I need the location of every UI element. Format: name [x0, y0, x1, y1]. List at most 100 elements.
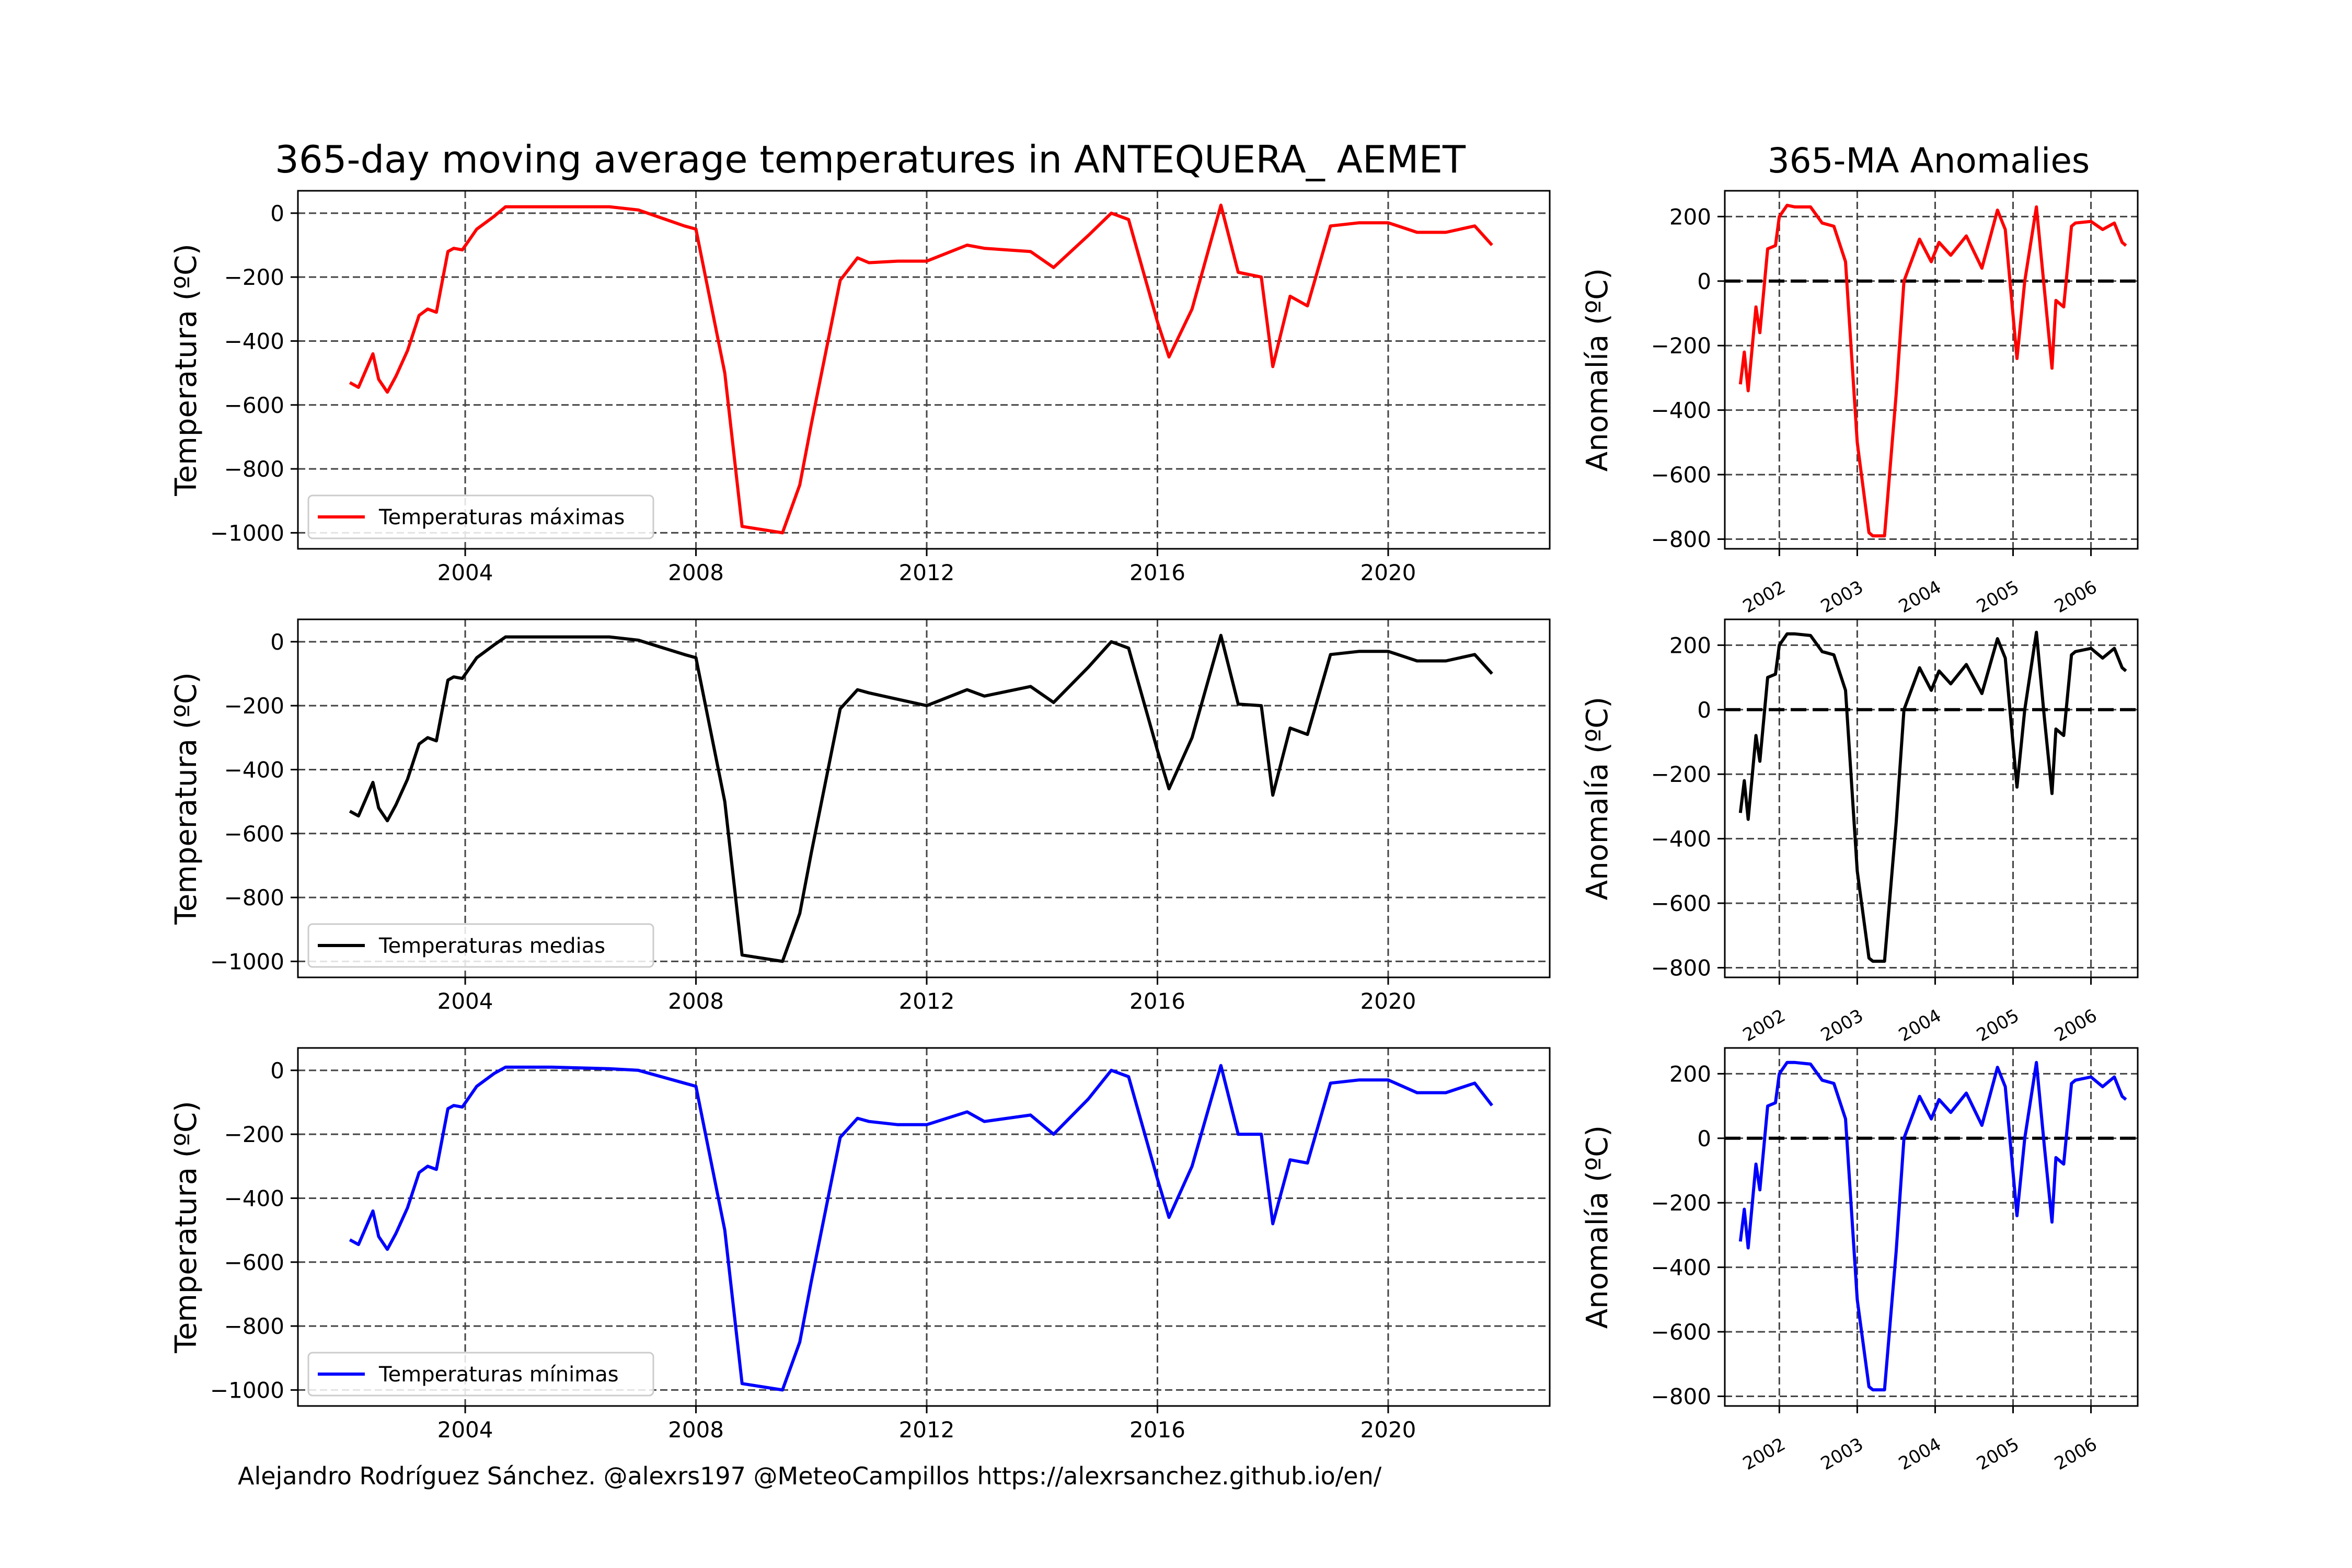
- legend-box: [307, 1352, 654, 1397]
- series-line: [349, 633, 1493, 963]
- y-axis-label: Temperatura (ºC): [169, 244, 203, 497]
- x-tick-label: 2016: [1129, 1417, 1185, 1443]
- series-line: [1738, 203, 2127, 538]
- x-tick-label: 2002: [1739, 1434, 1789, 1474]
- y-tick-label: −400: [224, 757, 284, 782]
- y-tick-label: −200: [1651, 333, 1711, 359]
- y-tick-label: −1000: [210, 520, 284, 546]
- y-tick-label: −800: [224, 456, 284, 482]
- y-tick-label: 0: [1697, 1126, 1711, 1151]
- x-tick-label: 2006: [2051, 1005, 2101, 1046]
- y-tick-label: −200: [224, 1122, 284, 1147]
- y-tick-label: 0: [1697, 697, 1711, 723]
- y-tick-label: −800: [1651, 955, 1711, 981]
- x-tick-label: 2020: [1361, 560, 1416, 585]
- y-tick-label: 200: [1669, 204, 1711, 229]
- y-tick-label: −200: [224, 693, 284, 719]
- x-tick-label: 2003: [1817, 1005, 1867, 1046]
- y-tick-label: −200: [224, 264, 284, 290]
- x-tick-label: 2008: [668, 560, 724, 585]
- panel-5: 200 0 −200 −400 −600 −800 2002 2003 2004 2005 2006…: [1581, 618, 2139, 1046]
- series-line: [1738, 630, 2127, 963]
- y-tick-label: 0: [270, 629, 284, 655]
- y-tick-label: −400: [1651, 1255, 1711, 1281]
- series-line: [349, 1064, 1493, 1392]
- y-tick-label: −600: [224, 1250, 284, 1275]
- x-tick-label: 2003: [1817, 1434, 1867, 1474]
- panel-2: 0 −200 −400 −600 −800 −1000 2004 2008 2012 2016 20…: [169, 618, 1551, 1014]
- y-tick-label: −1000: [210, 949, 284, 974]
- legend: Temperaturas máximas: [307, 494, 654, 539]
- panel-6: 200 0 −200 −400 −600 −800 2002 2003 2004 2005 2006…: [1581, 1047, 2139, 1474]
- y-tick-label: −800: [1651, 526, 1711, 552]
- y-tick-label: 0: [270, 201, 284, 226]
- y-tick-label: −600: [1651, 462, 1711, 488]
- series-line: [1738, 1060, 2127, 1392]
- axes-frame: [1724, 618, 2139, 978]
- y-tick-label: −1000: [210, 1377, 284, 1403]
- axes-frame: [297, 190, 1551, 550]
- y-tick-label: −400: [224, 328, 284, 354]
- x-tick-label: 2004: [437, 1417, 493, 1443]
- y-tick-label: −800: [224, 885, 284, 910]
- x-tick-label: 2006: [2051, 1434, 2101, 1474]
- axes-frame: [1724, 190, 2139, 550]
- x-tick-label: 2016: [1129, 560, 1185, 585]
- y-tick-label: 0: [270, 1058, 284, 1083]
- x-tick-label: 2004: [1895, 577, 1945, 617]
- panel-3: 0 −200 −400 −600 −800 −1000 2004 2008 2012 2016 20…: [169, 1047, 1551, 1443]
- legend-label: Temperaturas medias: [378, 934, 605, 958]
- axes-frame: [1724, 1047, 2139, 1407]
- legend: Temperaturas mínimas: [307, 1352, 654, 1397]
- x-tick-label: 2002: [1739, 577, 1789, 617]
- y-tick-label: −400: [1651, 826, 1711, 852]
- y-axis-label: Anomalía (ºC): [1581, 1125, 1615, 1329]
- y-tick-label: −800: [224, 1313, 284, 1339]
- y-tick-label: −200: [1651, 762, 1711, 787]
- panels-layer: 0 −200 −400 −600 −800 −1000 2004 2008 2012 2016 20…: [169, 190, 2139, 1474]
- legend-label: Temperaturas mínimas: [378, 1363, 619, 1387]
- y-tick-label: −200: [1651, 1190, 1711, 1216]
- x-tick-label: 2003: [1817, 577, 1867, 617]
- credit-line: Alejandro Rodríguez Sánchez. @alexrs197 …: [238, 1462, 1382, 1490]
- series-line: [349, 203, 1493, 535]
- y-axis-label: Temperatura (ºC): [169, 672, 203, 925]
- y-tick-label: 200: [1669, 632, 1711, 658]
- x-tick-label: 2005: [1973, 1434, 2023, 1474]
- panel-1: 0 −200 −400 −600 −800 −1000 2004 2008 2012 2016 20…: [169, 190, 1551, 585]
- x-tick-label: 2008: [668, 1417, 724, 1443]
- x-tick-label: 2008: [668, 988, 724, 1014]
- y-tick-label: −400: [224, 1185, 284, 1211]
- side-title: 365-MA Anomalies: [1768, 141, 2090, 181]
- y-tick-label: −400: [1651, 398, 1711, 423]
- y-tick-label: −800: [1651, 1383, 1711, 1409]
- legend-box: [307, 494, 654, 539]
- x-tick-label: 2006: [2051, 577, 2101, 617]
- y-tick-label: −600: [1651, 1319, 1711, 1345]
- x-tick-label: 2004: [1895, 1005, 1945, 1046]
- x-tick-label: 2016: [1129, 988, 1185, 1014]
- y-tick-label: 0: [1697, 269, 1711, 294]
- legend-label: Temperaturas máximas: [378, 505, 625, 529]
- y-tick-label: −600: [1651, 891, 1711, 916]
- axes-frame: [297, 618, 1551, 978]
- x-tick-label: 2012: [899, 560, 955, 585]
- x-tick-label: 2005: [1973, 1005, 2023, 1046]
- y-axis-label: Temperatura (ºC): [169, 1101, 203, 1354]
- axes-frame: [297, 1047, 1551, 1407]
- y-tick-label: 200: [1669, 1061, 1711, 1087]
- panel-4: 200 0 −200 −400 −600 −800 2002 2003 2004 2005 2006…: [1581, 190, 2139, 617]
- y-axis-label: Anomalía (ºC): [1581, 268, 1615, 471]
- x-tick-label: 2004: [437, 988, 493, 1014]
- x-tick-label: 2012: [899, 988, 955, 1014]
- y-tick-label: −600: [224, 821, 284, 847]
- x-tick-label: 2020: [1361, 988, 1416, 1014]
- x-tick-label: 2005: [1973, 577, 2023, 617]
- main-title: 365-day moving average temperatures in A…: [275, 137, 1466, 181]
- legend-box: [307, 923, 654, 968]
- x-tick-label: 2012: [899, 1417, 955, 1443]
- x-tick-label: 2004: [1895, 1434, 1945, 1474]
- x-tick-label: 2004: [437, 560, 493, 585]
- x-tick-label: 2020: [1361, 1417, 1416, 1443]
